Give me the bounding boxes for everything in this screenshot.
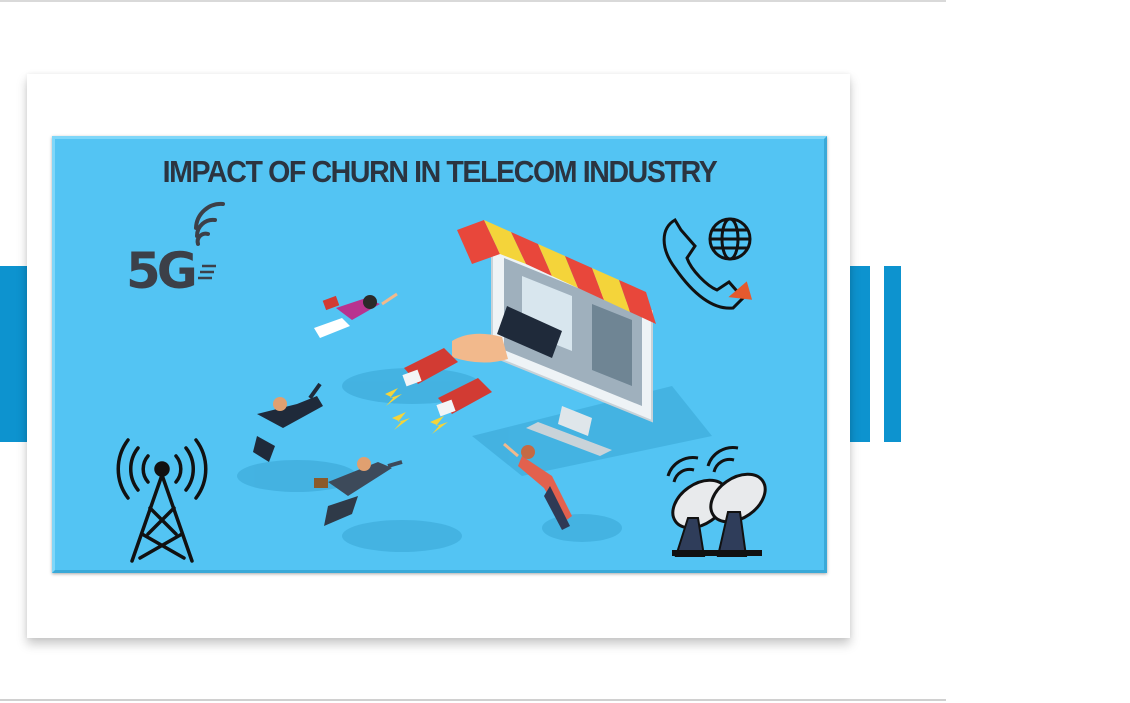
magnet-hand-icon [385,306,562,434]
bottom-divider [0,699,946,701]
right-accent-bar-1 [850,266,870,442]
churn-banner-image: 5G [52,136,827,573]
flying-businessman-1 [253,382,323,462]
banner-illustration: 5G [116,201,767,563]
radio-tower-icon [116,438,208,563]
flying-woman [314,292,398,338]
top-divider [0,0,946,2]
5g-wifi-icon: 5G [126,201,225,300]
phone-globe-icon [662,217,753,310]
svg-text:5G: 5G [126,242,195,300]
left-accent-bar [0,266,27,442]
satellite-dishes-icon [666,446,767,557]
flying-man [503,442,572,530]
banner-title: IMPACT OF CHURN IN TELECOM INDUSTRY [162,154,718,189]
right-accent-bar-2 [884,266,901,442]
flying-businessman-2 [314,457,403,526]
storefront-monitor-icon [457,220,656,456]
